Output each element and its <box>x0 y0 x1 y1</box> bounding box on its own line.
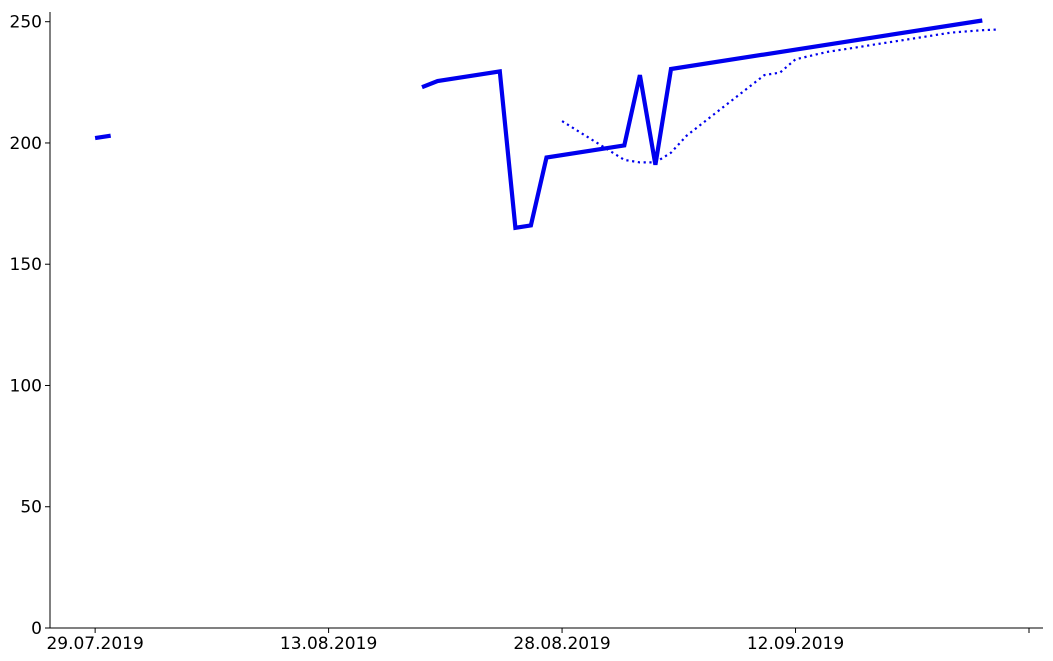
series-line-actual-segment-2 <box>421 18 983 231</box>
y-tick-label: 0 <box>31 619 42 639</box>
x-tick-label: 13.08.2019 <box>280 634 377 654</box>
y-tick-label: 250 <box>10 13 42 33</box>
x-tick-label: 29.07.2019 <box>46 634 143 654</box>
y-tick-label: 100 <box>10 376 42 396</box>
y-tick-label: 50 <box>20 498 42 518</box>
y-tick-label: 150 <box>10 255 42 275</box>
series-line-trend-segment-1 <box>561 28 998 164</box>
x-tick-label: 28.08.2019 <box>513 634 610 654</box>
y-tick-label: 200 <box>10 134 42 154</box>
x-tick-label: 12.09.2019 <box>747 634 844 654</box>
series-line-actual-segment-1 <box>94 133 112 141</box>
